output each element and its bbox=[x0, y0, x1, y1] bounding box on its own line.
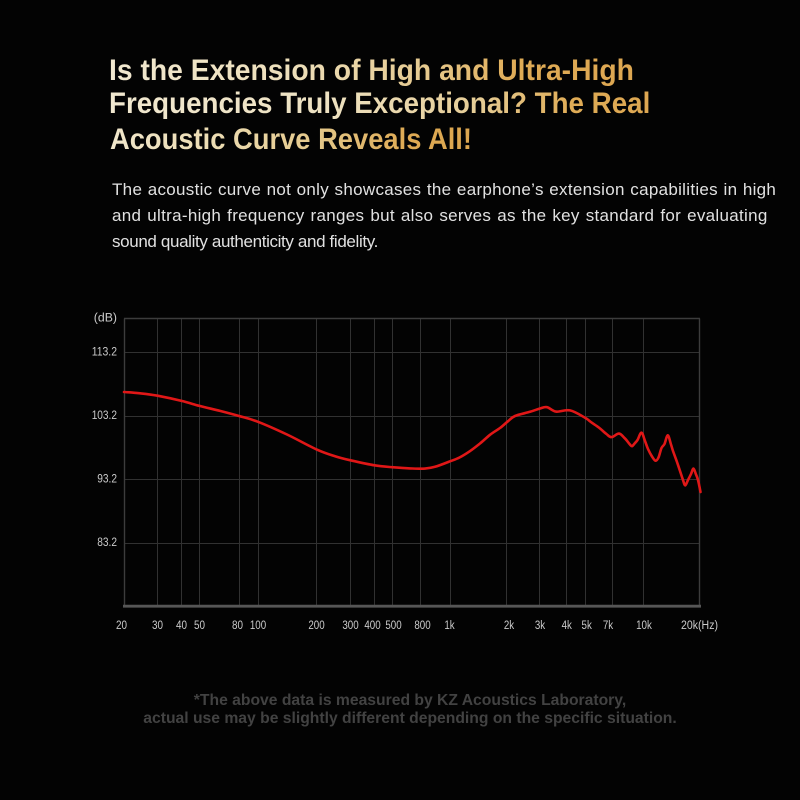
svg-text:1k: 1k bbox=[444, 618, 455, 632]
svg-text:93.2: 93.2 bbox=[97, 472, 117, 486]
svg-text:300: 300 bbox=[342, 618, 358, 632]
svg-text:100: 100 bbox=[250, 618, 266, 632]
svg-text:50: 50 bbox=[194, 618, 205, 632]
svg-text:20k(Hz): 20k(Hz) bbox=[681, 618, 718, 632]
svg-text:2k: 2k bbox=[504, 618, 515, 632]
svg-text:400: 400 bbox=[364, 618, 380, 632]
svg-text:40: 40 bbox=[176, 618, 187, 632]
svg-text:800: 800 bbox=[414, 618, 430, 632]
svg-text:4k: 4k bbox=[562, 618, 573, 632]
svg-text:83.2: 83.2 bbox=[97, 535, 117, 549]
svg-text:20: 20 bbox=[116, 618, 127, 632]
svg-text:5k: 5k bbox=[582, 618, 593, 632]
svg-text:30: 30 bbox=[152, 618, 163, 632]
svg-text:103.2: 103.2 bbox=[92, 408, 117, 422]
svg-text:80: 80 bbox=[232, 618, 243, 632]
svg-text:200: 200 bbox=[308, 618, 324, 632]
svg-text:(dB): (dB) bbox=[94, 311, 117, 325]
svg-text:113.2: 113.2 bbox=[92, 345, 117, 359]
svg-text:10k: 10k bbox=[636, 618, 652, 632]
svg-text:3k: 3k bbox=[535, 618, 546, 632]
svg-text:500: 500 bbox=[385, 618, 401, 632]
svg-text:7k: 7k bbox=[603, 618, 614, 632]
